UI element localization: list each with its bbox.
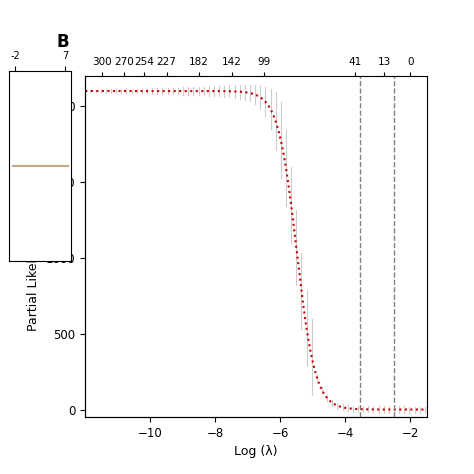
Text: B: B <box>57 33 70 51</box>
Y-axis label: Partial Likelihood Deviance: Partial Likelihood Deviance <box>27 162 40 331</box>
X-axis label: Log (λ): Log (λ) <box>234 446 278 458</box>
